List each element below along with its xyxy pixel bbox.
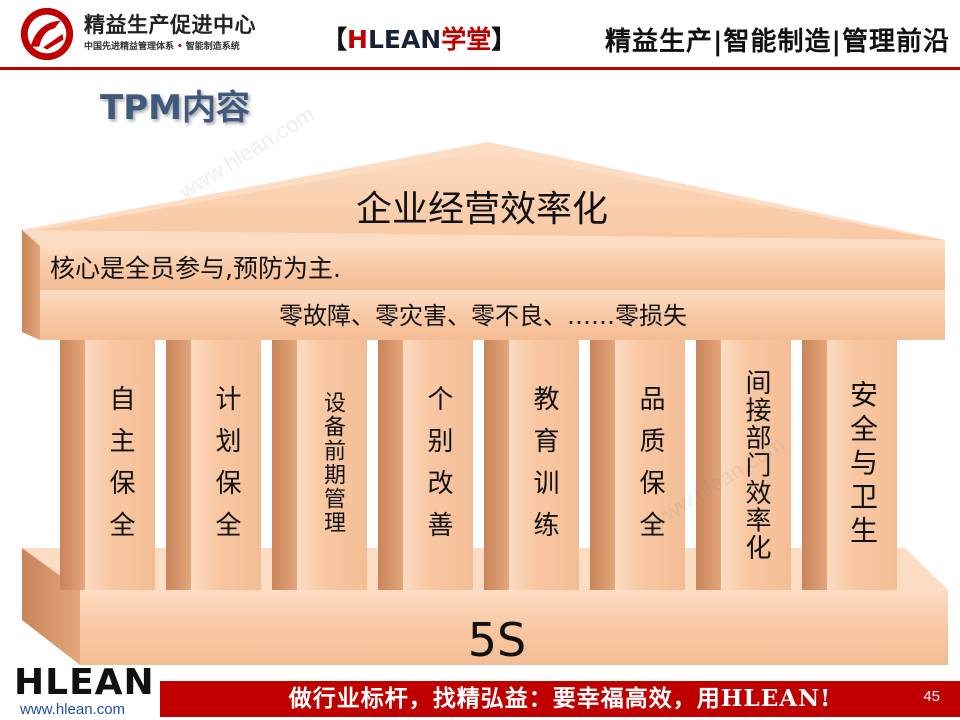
footer-motto: 做行业标杆，找精弘益：要幸福高效，用HLEAN!: [288, 685, 832, 712]
pillar-front: [191, 340, 261, 590]
pillar-7: [696, 340, 791, 590]
beam-upper-label: 核心是全员参与,预防为主.: [50, 254, 341, 283]
header-slogan: 精益生产|智能制造|管理前沿: [605, 27, 950, 57]
pillar-3: [272, 340, 367, 590]
slide-title: TPM内容: [100, 88, 250, 128]
pillar-label: 设备前期管理: [320, 391, 345, 535]
pillar-label-wrap: 计划保全: [191, 385, 261, 553]
pillar-front: [297, 340, 367, 590]
pillar-1: [60, 340, 155, 590]
page-number: 45: [923, 688, 940, 705]
pillar-side: [484, 340, 509, 590]
base-front-face: [80, 590, 948, 665]
pillar-4: [378, 340, 473, 590]
pillar-label-wrap: 安全与卫生: [827, 380, 897, 550]
pillar-label: 安全与卫生: [846, 380, 879, 550]
brand-close-bracket: 】: [491, 25, 517, 54]
beam-side-face: [22, 230, 40, 340]
pillar-side: [60, 340, 85, 590]
base-side-face: [22, 548, 80, 665]
pillar-6: [590, 340, 685, 590]
pillar-label-wrap: 设备前期管理: [297, 391, 367, 535]
beam-divider: [40, 290, 945, 292]
pillar-front: [403, 340, 473, 590]
pillar-5: [484, 340, 579, 590]
footer-bar: 做行业标杆，找精弘益：要幸福高效，用HLEAN! 45: [160, 681, 960, 717]
pillar-label-wrap: 间接部门效率化: [721, 369, 791, 562]
footer-website-link[interactable]: www.hlean.com: [20, 701, 126, 718]
pillar-8: [802, 340, 897, 590]
pillar-2: [166, 340, 261, 590]
beam-lower-label: 零故障、零灾害、零不良、……零损失: [279, 302, 687, 330]
tagline-bullet: •: [177, 42, 183, 52]
pillar-front: [721, 340, 791, 590]
brand-lean: LEAN: [367, 25, 442, 54]
beam-lower-front: [40, 292, 945, 340]
pillar-label-wrap: 教育训练: [509, 385, 579, 553]
pillar-label: 计划保全: [211, 385, 241, 553]
pillar-label: 个别改善: [423, 385, 453, 553]
org-name: 精益生产促进中心: [84, 13, 256, 37]
base-label: 5S: [467, 613, 527, 667]
roof-label: 企业经营效率化: [355, 189, 608, 230]
pillar-side: [166, 340, 191, 590]
pillar-front: [509, 340, 579, 590]
brand-school: 学堂: [441, 25, 492, 54]
pillar-label: 自主保全: [105, 385, 135, 553]
tagline-left: 中国先进精益管理体系: [84, 42, 175, 52]
pillar-front: [827, 340, 897, 590]
brand-h: H: [347, 25, 368, 54]
brand-hlean-school: 【HLEAN学堂】: [322, 25, 516, 55]
header-divider: [0, 67, 960, 70]
pillar-label-wrap: 品质保全: [615, 385, 685, 553]
footer-hlean-logo: HLEAN: [14, 662, 155, 703]
pillar-label: 教育训练: [529, 385, 559, 553]
pillar-side: [272, 340, 297, 590]
pillar-side: [378, 340, 403, 590]
brand-open-bracket: 【: [322, 25, 348, 54]
pillar-label-wrap: 自主保全: [85, 385, 155, 553]
tagline-right: 智能制造系统: [185, 42, 240, 52]
beam-upper-front: [40, 246, 945, 290]
pillar-front: [85, 340, 155, 590]
pillar-side: [696, 340, 721, 590]
hlean-circle-logo-icon: [20, 7, 74, 61]
beam-top-face: [22, 230, 945, 246]
pillar-label: 品质保全: [635, 385, 665, 553]
org-tagline: 中国先进精益管理体系 • 智能制造系统: [84, 41, 240, 53]
pillar-side: [802, 340, 827, 590]
roof-pediment: [22, 142, 945, 240]
pillar-label-wrap: 个别改善: [403, 385, 473, 553]
pillar-label: 间接部门效率化: [741, 369, 771, 562]
pillar-front: [615, 340, 685, 590]
pillar-side: [590, 340, 615, 590]
